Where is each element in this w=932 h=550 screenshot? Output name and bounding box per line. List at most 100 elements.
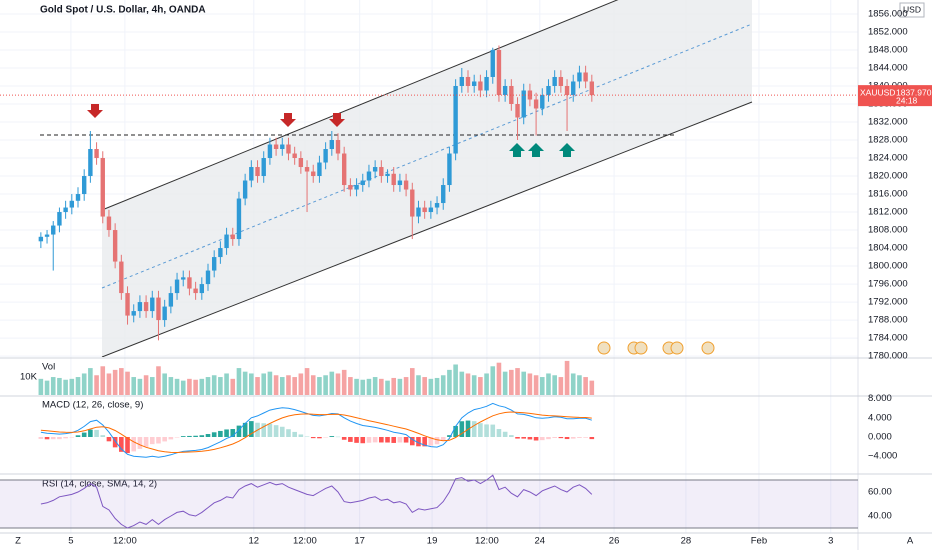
volume-bar: [453, 364, 458, 395]
candle-body: [397, 180, 403, 186]
macd-histogram: [422, 436, 427, 447]
macd-histogram: [564, 436, 570, 440]
volume-bar: [88, 368, 93, 395]
candle-body: [286, 144, 291, 154]
y-tick-label: 1856.000: [868, 8, 908, 19]
y-tick-label: 8.000: [868, 393, 892, 404]
candle-body: [181, 277, 186, 280]
volume-bar: [440, 375, 446, 395]
y-tick-label: 1832.000: [868, 117, 908, 128]
down-arrow: [87, 104, 103, 118]
candle-body: [391, 173, 396, 186]
macd-histogram: [471, 421, 477, 437]
volume-bar: [292, 377, 297, 395]
x-tick-label: 12:00: [475, 536, 499, 547]
volume-bar: [471, 375, 477, 395]
candle-body: [292, 153, 297, 159]
candle-body: [441, 185, 446, 204]
macd-histogram: [286, 429, 291, 437]
macd-histogram: [75, 435, 81, 437]
y-tick-label: 1812.000: [868, 207, 908, 218]
macd-histogram: [558, 436, 564, 439]
control[interactable]: A: [907, 536, 914, 547]
candle-body: [354, 185, 359, 190]
candle-body: [150, 297, 155, 312]
volume-bar: [329, 371, 335, 395]
control[interactable]: Z: [15, 536, 21, 547]
currency-box[interactable]: [899, 2, 925, 18]
volume-bar: [112, 369, 118, 395]
volume-bar: [224, 373, 229, 395]
channel-upper: [101, 0, 619, 211]
event-icon[interactable]: [634, 341, 648, 355]
x-tick-label: 26: [609, 536, 620, 547]
volume-bar: [546, 373, 551, 395]
candle-body: [205, 270, 211, 285]
volume-bar: [409, 368, 415, 395]
candle-body: [348, 185, 353, 190]
candle-body: [422, 207, 427, 213]
volume-bar: [131, 377, 137, 395]
macd-histogram: [149, 436, 155, 445]
volume-bar: [341, 369, 347, 395]
down-arrow: [329, 113, 345, 127]
volume-bar: [348, 377, 353, 395]
candle-body: [224, 234, 229, 249]
candle-body: [106, 216, 112, 231]
candle-body: [211, 257, 217, 271]
volume-bar: [539, 377, 545, 395]
volume-bar: [564, 360, 570, 395]
macd-histogram: [379, 436, 384, 443]
macd-histogram: [409, 436, 415, 446]
drawings: [40, 0, 753, 357]
macd-histogram: [230, 429, 236, 437]
volume-bar: [187, 378, 192, 395]
event-icon[interactable]: [701, 341, 715, 355]
macd-histogram: [428, 436, 434, 446]
volume-bar: [199, 378, 205, 395]
macd-histogram: [329, 436, 335, 437]
volume-bar: [484, 373, 489, 395]
volume-bar: [286, 375, 291, 395]
up-arrow: [509, 143, 525, 157]
volume-bar: [230, 378, 236, 395]
candle-body: [137, 302, 143, 312]
macd-histogram: [199, 435, 205, 437]
volume-bar: [317, 377, 322, 395]
price-tag-label: 1837.970: [896, 87, 932, 97]
macd-histogram: [38, 436, 44, 439]
candle-body: [558, 76, 564, 86]
channel-mid: [101, 23, 753, 289]
event-icon[interactable]: [670, 341, 684, 355]
candle-body: [385, 173, 390, 177]
macd-histogram: [546, 436, 551, 440]
volume-bar: [372, 377, 378, 395]
candle-body: [465, 76, 471, 86]
macd-histogram: [57, 436, 62, 440]
macd-histogram: [236, 425, 242, 437]
volume-bar: [360, 379, 366, 395]
volume-bar: [273, 375, 279, 395]
volume-bar: [354, 378, 359, 395]
volume-bar: [180, 380, 186, 395]
candle-body: [317, 162, 322, 177]
macd-histogram: [447, 435, 452, 437]
volume-bar: [490, 366, 496, 395]
volume-bar: [391, 377, 397, 395]
volume-bar: [211, 375, 217, 395]
volume-bar: [459, 371, 465, 395]
volume-bar: [193, 379, 198, 395]
y-tick-label: 1796.000: [868, 279, 908, 290]
x-tick-label: 12:00: [293, 536, 317, 547]
candle-body: [403, 180, 409, 190]
candle-body: [44, 234, 50, 237]
volume-bar: [261, 373, 267, 395]
candle-body: [379, 167, 384, 177]
volume-bar: [50, 377, 56, 395]
macd-histogram: [416, 436, 421, 447]
volume-bar: [577, 375, 582, 395]
event-icon[interactable]: [597, 341, 611, 355]
macd-histogram: [484, 424, 489, 437]
